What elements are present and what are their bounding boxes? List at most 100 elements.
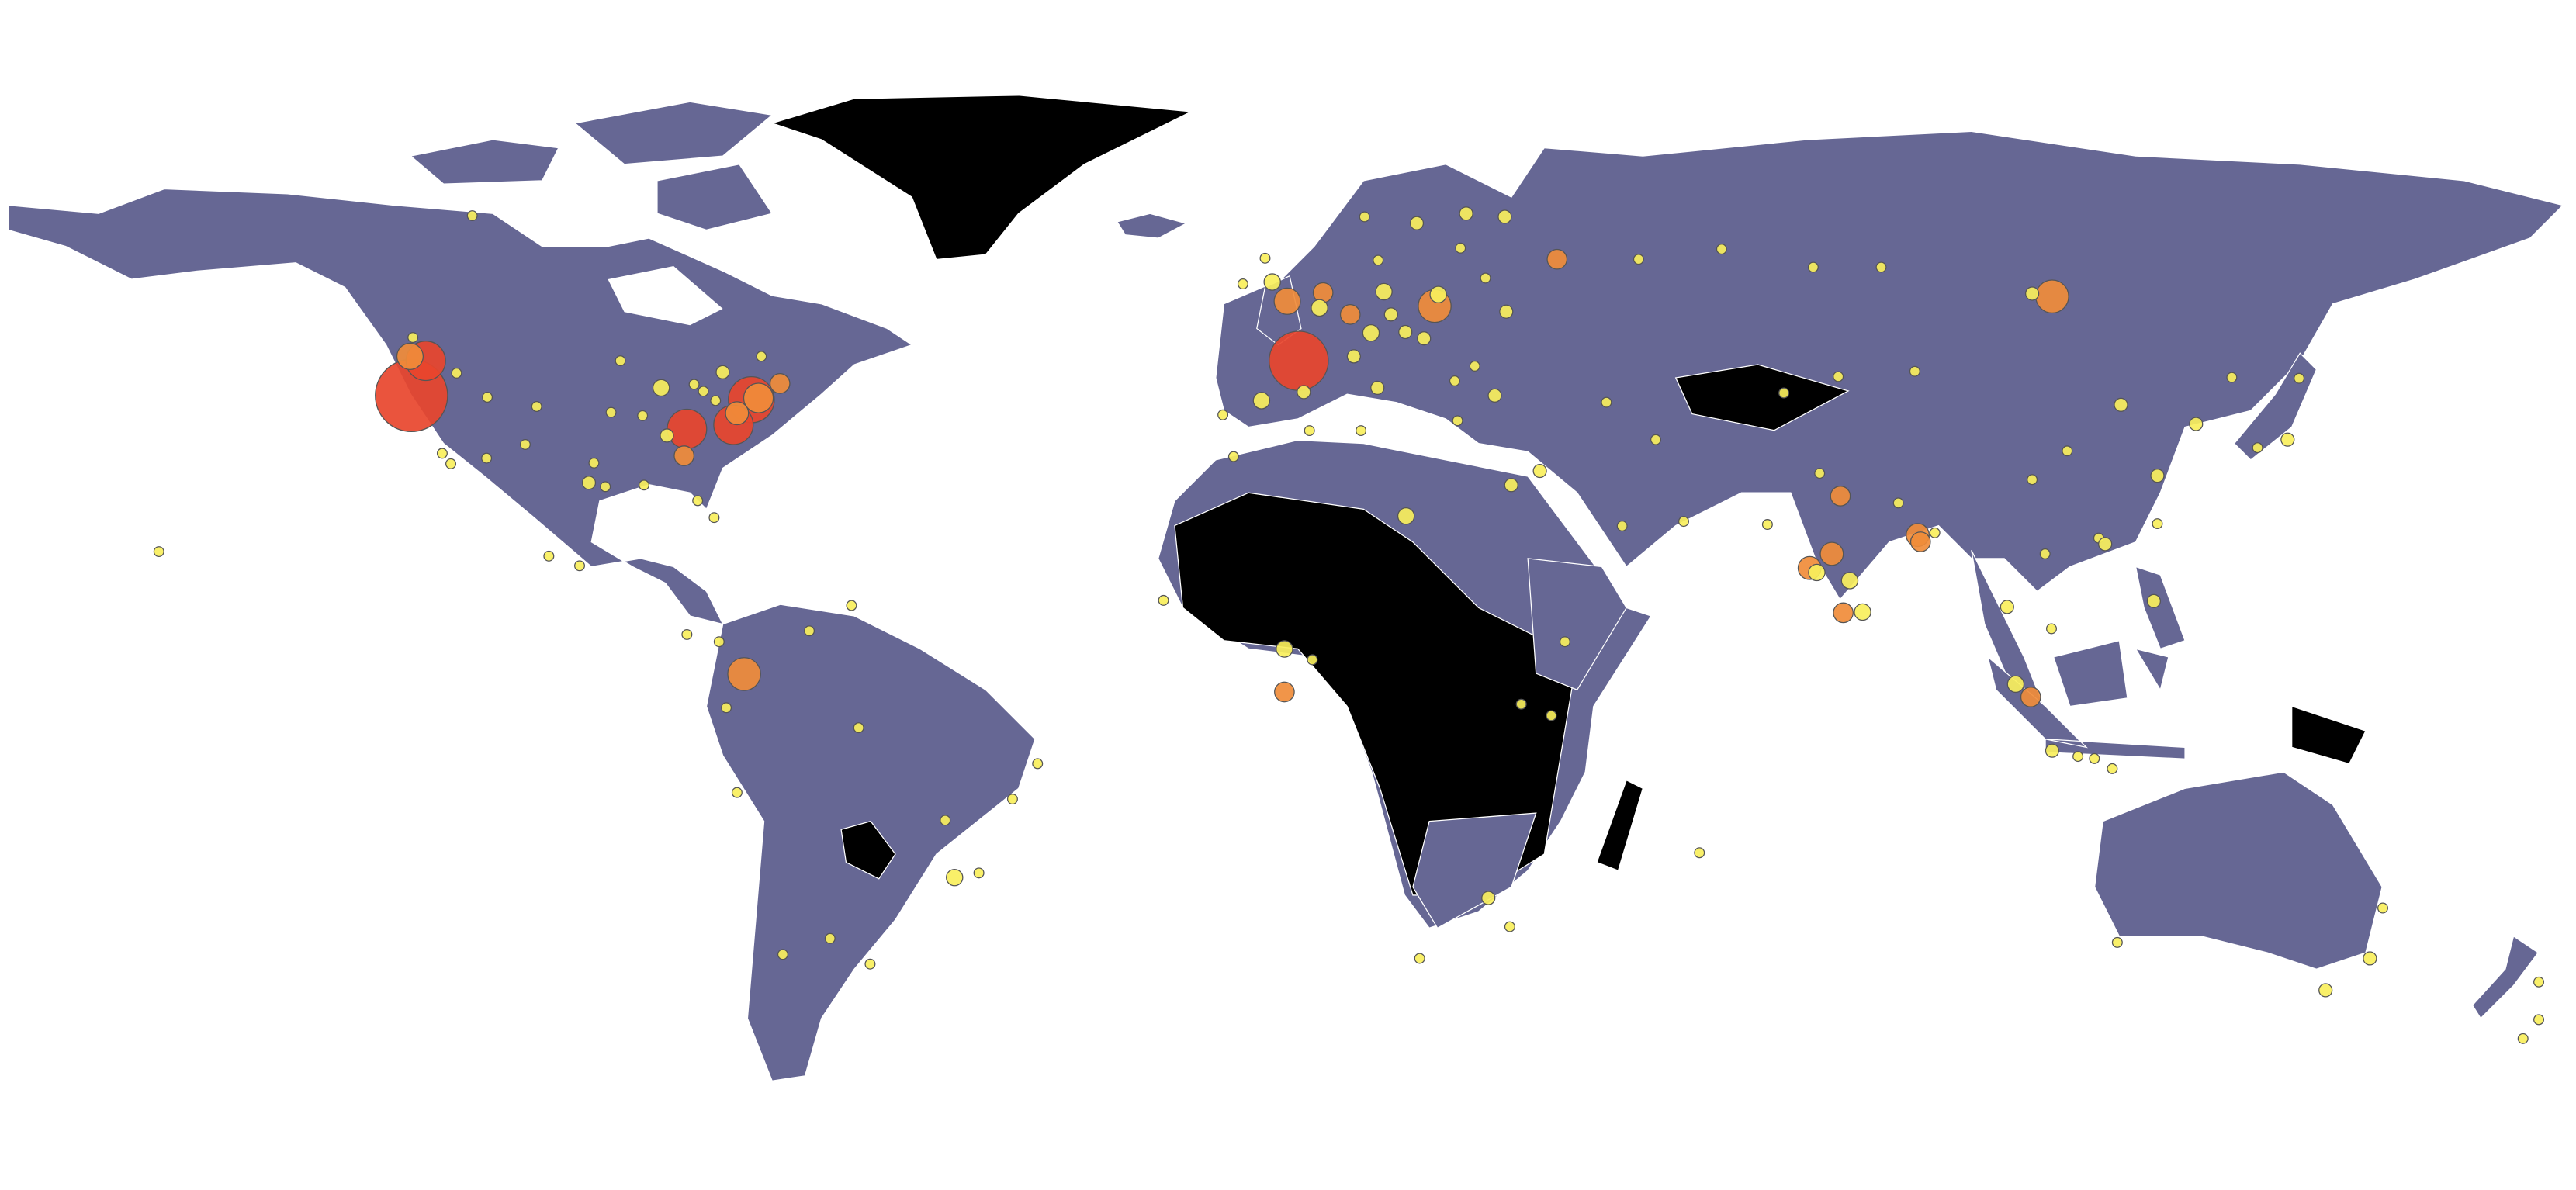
bubble	[940, 815, 951, 826]
bubble	[605, 406, 617, 418]
bubble	[1276, 640, 1293, 658]
bubble	[1237, 278, 1248, 290]
bubble	[1269, 330, 1329, 391]
bubble	[1398, 324, 1413, 340]
philippines	[2135, 566, 2186, 650]
bubble	[1694, 847, 1705, 859]
bubble	[946, 868, 964, 887]
bubble	[2377, 902, 2388, 914]
arctic-islands	[409, 101, 774, 231]
bubble	[2098, 537, 2113, 552]
bubble	[1383, 307, 1398, 322]
bubble	[2035, 279, 2069, 313]
bubble	[1370, 380, 1385, 396]
bubble	[2062, 445, 2073, 457]
bubble	[652, 379, 670, 397]
bubble	[1892, 497, 1904, 509]
bubble	[1778, 387, 1790, 399]
bubble	[769, 373, 791, 394]
bubble	[1304, 425, 1315, 437]
bubble	[1487, 388, 1502, 403]
bubble	[153, 546, 164, 558]
bubble	[1819, 541, 1844, 566]
bubble	[451, 367, 462, 379]
bubble	[1929, 527, 1941, 538]
bubble	[1875, 261, 1887, 273]
bubble	[1633, 254, 1644, 265]
bubble	[2280, 432, 2295, 447]
bubble	[1259, 252, 1271, 264]
bubble	[2150, 469, 2165, 483]
bubble	[2000, 600, 2014, 614]
bubble	[1006, 794, 1018, 805]
bubble	[1263, 273, 1281, 291]
bubble	[466, 210, 478, 222]
bubble	[1312, 282, 1334, 303]
bubble	[2089, 752, 2100, 764]
bubble	[1716, 244, 1727, 255]
bubble	[1452, 415, 1463, 427]
east-africa	[1527, 558, 1627, 691]
bubble	[1601, 396, 1612, 408]
bubble	[1504, 478, 1518, 493]
bubble	[973, 867, 985, 879]
bubble	[2111, 936, 2123, 948]
bubble	[1311, 299, 1328, 317]
bubble	[1559, 636, 1570, 648]
bubble	[2363, 951, 2377, 966]
bubble	[2107, 763, 2118, 774]
bubble	[1373, 254, 1384, 266]
bubble	[710, 395, 722, 406]
greenland	[770, 95, 1193, 261]
bubble	[1274, 681, 1295, 703]
bubble	[396, 342, 424, 370]
bubble	[1417, 331, 1432, 346]
bubble	[804, 625, 815, 637]
bubble	[713, 636, 725, 648]
north-america	[7, 188, 913, 625]
madagascar	[1596, 779, 1644, 872]
bubble	[864, 958, 876, 970]
bubble	[1362, 323, 1380, 342]
bubble	[1909, 365, 1920, 377]
land	[7, 95, 2564, 1081]
paraguay	[840, 820, 896, 880]
bubble	[1307, 654, 1318, 666]
bubble	[588, 457, 600, 469]
bubble	[1833, 602, 1854, 624]
bubble	[1830, 486, 1851, 507]
new-zealand	[2471, 935, 2540, 1019]
bubble	[777, 949, 788, 960]
bubble	[481, 452, 493, 464]
bubble	[725, 401, 750, 426]
papua-new-guinea	[2291, 705, 2367, 765]
bubble	[688, 379, 700, 390]
bubble	[698, 386, 709, 397]
bubble	[1032, 758, 1044, 770]
bubble	[673, 445, 694, 466]
bubble	[2517, 1033, 2529, 1044]
bubble	[600, 481, 611, 493]
bubble	[2252, 442, 2263, 454]
bubble	[519, 438, 531, 450]
bubble	[1761, 519, 1773, 531]
bubble	[1356, 425, 1367, 437]
bubble	[1375, 282, 1393, 301]
bubble	[2318, 983, 2333, 998]
bubble	[2533, 976, 2545, 988]
bubble	[756, 351, 767, 362]
bubble	[743, 382, 774, 413]
bubble	[2226, 372, 2238, 383]
bubble	[1499, 304, 1514, 319]
bubble	[1616, 521, 1628, 531]
bubble	[1854, 603, 1871, 621]
bubble	[1840, 572, 1859, 590]
bubble	[1833, 371, 1844, 382]
bubble	[1252, 392, 1271, 410]
bubble	[1497, 209, 1512, 224]
bubble	[1158, 594, 1169, 606]
bubble	[1217, 409, 1229, 420]
bubble	[2189, 417, 2204, 431]
